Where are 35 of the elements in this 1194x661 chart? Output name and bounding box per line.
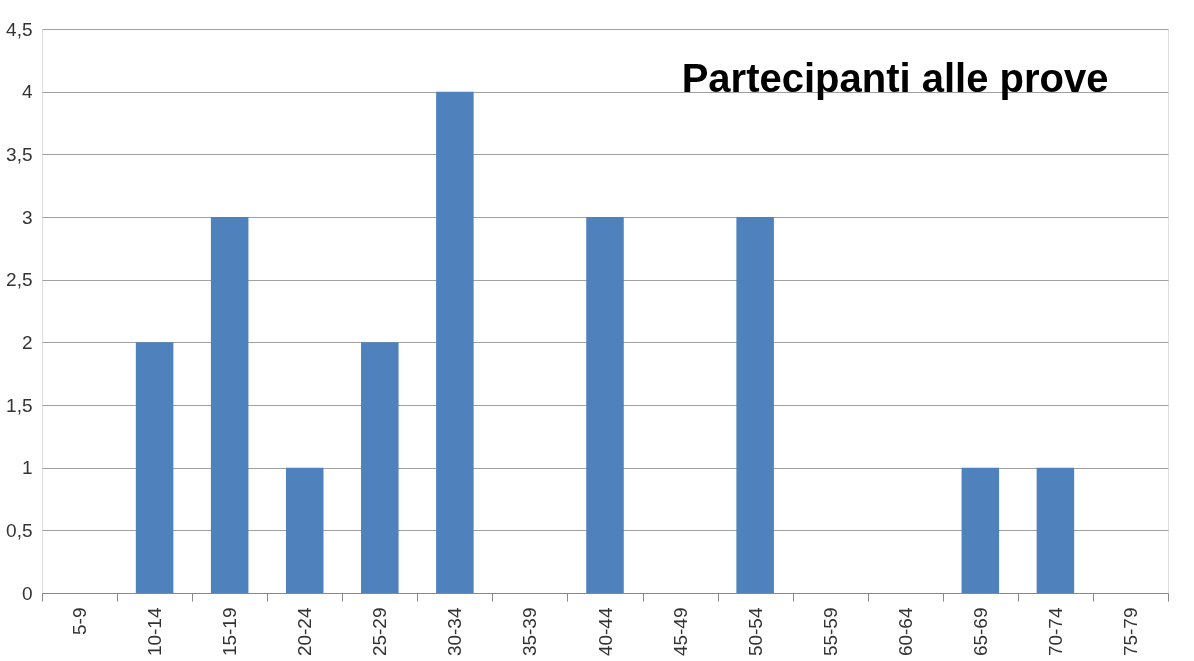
bar [361, 342, 399, 593]
bar [1036, 467, 1075, 593]
x-tick-label: 50-54 [744, 607, 766, 657]
y-tick-label: 1 [21, 457, 33, 479]
y-tick-label: 1,5 [6, 394, 33, 416]
y-tick-label: 3 [21, 206, 33, 228]
y-tick-label: 4,5 [6, 18, 33, 40]
y-tick-label: 2,5 [6, 269, 33, 291]
y-tick-label: 0 [21, 582, 33, 604]
x-tick-label: 60-64 [894, 607, 916, 657]
x-tick-label: 40-44 [594, 607, 616, 657]
bar [210, 217, 249, 593]
y-tick-label: 3,5 [6, 143, 33, 165]
x-tick-label: 45-49 [669, 607, 691, 657]
bar [436, 91, 474, 593]
text: Partecipanti alle prove [681, 56, 1109, 100]
x-tick-label: 35-39 [519, 607, 541, 657]
bar [135, 342, 174, 593]
y-tick-label: 2 [21, 331, 33, 353]
x-tick-label: 75-79 [1119, 607, 1141, 657]
y-tick-label: 4 [21, 81, 33, 103]
bar [586, 217, 624, 593]
bar [736, 217, 774, 593]
bar [285, 467, 324, 593]
x-tick-label: 55-59 [819, 607, 841, 657]
x-tick-label: 65-69 [969, 607, 991, 657]
x-tick-label: 5-9 [69, 607, 91, 635]
x-tick-label: 25-29 [369, 607, 391, 657]
bar [961, 467, 1000, 593]
x-tick-label: 15-19 [219, 607, 241, 657]
x-tick-label: 70-74 [1044, 607, 1066, 657]
x-tick-label: 10-14 [144, 607, 166, 657]
x-tick-label: 20-24 [294, 607, 316, 657]
y-tick-label: 0,5 [6, 519, 33, 541]
x-tick-label: 30-34 [444, 607, 466, 657]
